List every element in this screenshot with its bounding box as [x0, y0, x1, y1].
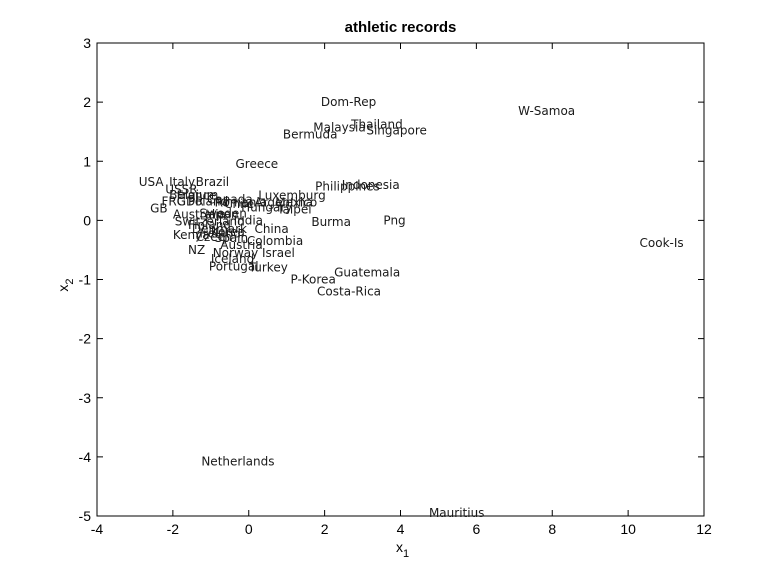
point-label: Israel — [262, 246, 295, 260]
point-label: Cook-Is — [640, 236, 684, 250]
point-label: Romania — [215, 196, 267, 210]
point-label: Taipei — [276, 203, 311, 217]
point-label: Burma — [311, 215, 351, 229]
point-label: Czech — [196, 230, 232, 244]
x-axis-title: x1 — [396, 539, 409, 560]
y-tick-label: 0 — [83, 212, 91, 228]
point-label: Italy — [169, 175, 195, 189]
y-tick-label: -1 — [79, 272, 92, 288]
x-tick-label: 12 — [696, 521, 712, 537]
point-label: Finland — [188, 218, 231, 232]
point-label: Switzerland — [175, 215, 245, 229]
point-label: Luxemburg — [258, 189, 325, 203]
point-label: Thailand — [350, 118, 403, 132]
x-tick-labels: -4 -2 0 2 4 6 8 10 12 — [91, 521, 712, 537]
point-label: Norway — [213, 246, 259, 260]
point-label: China — [254, 222, 288, 236]
point-label: Costa-Rica — [317, 284, 381, 298]
point-label: Netherlands — [201, 455, 274, 469]
point-label: Korea — [211, 225, 245, 239]
point-label: Denmark — [192, 222, 247, 236]
point-label: GDR — [177, 194, 204, 208]
point-label: NZ — [188, 243, 205, 257]
point-label: Philippines — [315, 180, 380, 194]
x-tick-label: 4 — [397, 521, 405, 537]
y-tick-label: -2 — [79, 331, 92, 347]
y-tick-label: 1 — [83, 153, 91, 169]
point-label: Sweden — [199, 206, 246, 220]
x-tick-label: 2 — [321, 521, 329, 537]
x-tick-label: 0 — [245, 521, 253, 537]
point-label: FRG — [161, 194, 186, 208]
point-label: Canada — [207, 193, 253, 207]
point-label: Poland — [188, 194, 228, 208]
point-label: Colombia — [247, 234, 303, 248]
axis-ticks — [96, 42, 705, 517]
point-label: Portugal — [209, 259, 259, 273]
point-label: Bermuda — [283, 128, 338, 142]
point-label: Chile — [224, 197, 254, 211]
point-label: Greece — [235, 157, 278, 171]
x-tick-label: 6 — [472, 521, 480, 537]
point-label: Indonesia — [342, 178, 400, 192]
point-label: USSR — [165, 183, 197, 197]
y-axis-title-subscript: 2 — [64, 278, 76, 284]
x-tick-label: -2 — [167, 521, 180, 537]
y-tick-label: 2 — [83, 94, 91, 110]
point-label: Ireland — [199, 226, 241, 240]
point-label: Argentina — [254, 196, 313, 210]
point-label: Iceland — [211, 252, 254, 266]
y-axis-title-main: x — [55, 285, 71, 292]
point-label: Dom-Rep — [321, 95, 376, 109]
x-axis-title-main: x — [396, 539, 403, 555]
y-tick-label: 3 — [83, 35, 91, 51]
point-label: Belgium — [169, 188, 218, 202]
point-label: GB — [150, 202, 168, 216]
y-tick-label: -5 — [79, 508, 92, 524]
point-label: India — [234, 213, 263, 227]
point-label: Mexico — [275, 196, 317, 210]
point-label: Png — [383, 213, 405, 227]
point-label: Spain — [215, 231, 249, 245]
point-label: Kenya — [173, 228, 210, 242]
point-label: Singapore — [366, 124, 427, 138]
x-axis-title-subscript: 1 — [403, 548, 409, 560]
y-tick-label: -3 — [79, 390, 92, 406]
chart-title: athletic records — [345, 19, 457, 36]
x-tick-label: 10 — [620, 521, 636, 537]
point-label: Malaysia — [313, 121, 365, 135]
point-label: Austria — [220, 238, 262, 252]
y-tick-labels: -5 -4 -3 -2 -1 0 1 2 3 — [79, 35, 92, 524]
point-label: W-Samoa — [518, 104, 575, 118]
x-tick-label: -4 — [91, 521, 104, 537]
point-label: Hungary — [241, 200, 292, 214]
point-label: Japan — [204, 207, 238, 221]
point-label: Guatemala — [334, 265, 400, 279]
point-label: P-Korea — [290, 273, 335, 287]
point-label: USA — [139, 175, 165, 189]
y-tick-label: -4 — [79, 449, 92, 465]
x-tick-label: 8 — [548, 521, 556, 537]
point-label: Brazil — [196, 175, 230, 189]
point-label: France — [177, 189, 217, 203]
plot-area — [96, 42, 705, 517]
point-label: Mauritius — [429, 506, 484, 520]
point-label: Turkey — [248, 261, 288, 275]
y-axis-title: x2 — [55, 278, 76, 291]
point-label: Australia — [173, 207, 226, 221]
